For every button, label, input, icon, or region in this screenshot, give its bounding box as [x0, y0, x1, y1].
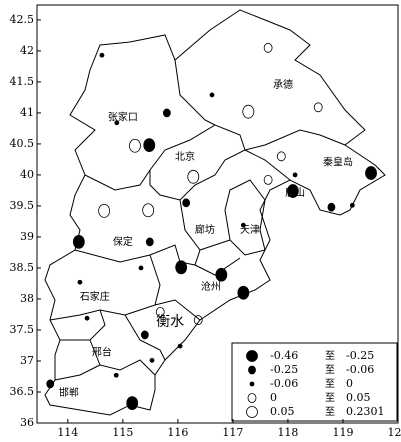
- station-marker: [276, 151, 286, 162]
- station-marker: [242, 104, 255, 119]
- y-tick-label: 41.5: [10, 75, 35, 88]
- station-marker: [237, 285, 250, 300]
- y-tick-label: 41: [20, 106, 34, 119]
- station-marker: [138, 265, 144, 271]
- city-label: 沧州: [201, 280, 221, 293]
- station-marker: [114, 120, 120, 126]
- station-marker: [149, 357, 155, 363]
- legend-box: [231, 342, 398, 422]
- legend-to: 0: [346, 377, 353, 390]
- legend-sep: 至: [325, 406, 335, 418]
- city-label: 廊坊: [195, 223, 215, 236]
- station-marker: [292, 172, 298, 178]
- y-tick-label: 37: [20, 354, 34, 367]
- legend-from: -0.46: [270, 349, 298, 362]
- legend-sep: 至: [325, 364, 335, 376]
- station-marker: [46, 379, 55, 389]
- legend-to: 0.05: [346, 391, 371, 404]
- station-marker: [155, 307, 165, 317]
- y-tick-label: 39: [20, 230, 34, 243]
- y-tick-label: 36.5: [10, 385, 35, 398]
- legend-symbol: [248, 365, 256, 375]
- legend-symbol: [247, 393, 257, 403]
- station-marker: [240, 222, 246, 228]
- station-marker: [365, 166, 377, 180]
- city-label: 北京: [175, 150, 195, 163]
- legend-symbol: [249, 381, 255, 387]
- y-tick-label: 36: [20, 416, 34, 429]
- legend-sep: 至: [325, 350, 335, 362]
- city-label: 保定: [113, 235, 133, 248]
- station-marker: [113, 372, 119, 378]
- station-marker: [126, 396, 139, 411]
- y-tick-label: 38: [20, 292, 34, 305]
- y-tick-label: 42: [20, 44, 34, 57]
- station-marker: [187, 169, 200, 184]
- y-tick-label: 42.5: [10, 13, 35, 26]
- legend-symbol: [246, 406, 258, 418]
- x-tick-label: 115: [112, 426, 133, 439]
- city-label: 承德: [273, 78, 293, 91]
- legend-to: 0.2301: [346, 405, 385, 418]
- city-label: 衡水: [156, 314, 184, 330]
- legend-from: 0.05: [270, 405, 295, 418]
- station-marker: [99, 52, 105, 58]
- city-label: 邢台: [92, 345, 112, 358]
- legend-to: -0.25: [346, 349, 374, 362]
- city-label: 石家庄: [80, 290, 110, 303]
- city-label: 天津: [240, 224, 260, 236]
- station-marker: [327, 202, 336, 212]
- station-marker: [77, 279, 83, 285]
- station-marker: [140, 330, 149, 340]
- station-marker: [349, 202, 355, 208]
- tianjin-boundary: [224, 179, 266, 256]
- x-tick-label: 120: [388, 426, 401, 439]
- station-marker: [84, 315, 90, 321]
- y-tick-label: 37.5: [10, 323, 35, 336]
- station-marker: [286, 184, 299, 198]
- legend-sep: 至: [325, 392, 335, 404]
- city-label: 邯郸: [59, 386, 79, 399]
- legend-from: 0: [270, 391, 277, 404]
- y-tick-label: 38.5: [10, 261, 35, 274]
- city-label: 张家口: [108, 110, 138, 123]
- x-tick-label: 118: [277, 426, 298, 439]
- station-marker: [209, 92, 215, 98]
- beijing-boundary: [149, 124, 246, 201]
- station-marker: [98, 203, 111, 218]
- station-marker: [162, 108, 171, 118]
- y-tick-label: 40: [20, 168, 34, 181]
- station-marker: [177, 343, 183, 349]
- station-marker: [129, 138, 141, 153]
- station-marker: [145, 237, 154, 247]
- y-tick-label: 39.5: [10, 199, 35, 212]
- station-marker: [215, 267, 228, 282]
- station-marker: [143, 138, 156, 153]
- station-marker: [313, 102, 323, 113]
- station-marker: [182, 198, 191, 208]
- y-tick-label: 40.5: [10, 137, 35, 150]
- station-marker: [193, 315, 203, 325]
- station-marker: [263, 174, 273, 185]
- station-marker: [72, 235, 85, 249]
- station-marker: [142, 203, 155, 218]
- legend-symbol: [246, 350, 258, 362]
- legend-from: -0.25: [270, 363, 298, 376]
- legend-sep: 至: [325, 378, 335, 390]
- legend-to: -0.06: [346, 363, 374, 376]
- x-tick-label: 116: [167, 426, 188, 439]
- city-label: 秦皇岛: [323, 156, 353, 169]
- legend-from: -0.06: [270, 377, 298, 390]
- station-marker: [263, 42, 273, 53]
- x-tick-label: 117: [222, 426, 243, 439]
- station-marker: [175, 260, 188, 275]
- x-tick-label: 114: [57, 426, 78, 439]
- x-tick-label: 119: [332, 426, 353, 439]
